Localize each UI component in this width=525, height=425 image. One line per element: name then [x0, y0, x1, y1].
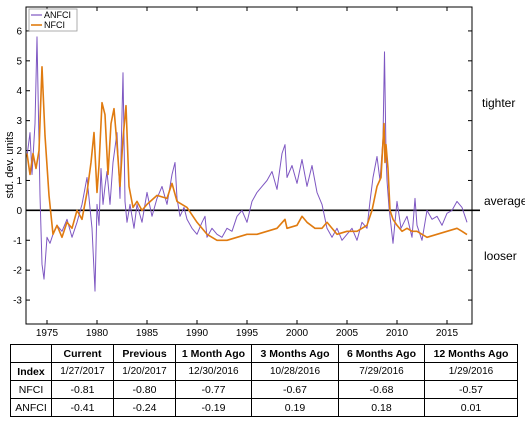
x-tick-label: 1990 [186, 328, 209, 339]
y-tick-label: 0 [16, 206, 22, 217]
x-axis: 1975 1980 1985 1990 1995 2000 2005 2010 2015 [36, 7, 459, 339]
table-header-previous: Previous [113, 344, 176, 363]
table-header-current: Current [51, 344, 114, 363]
x-tick-label: 2010 [386, 328, 409, 339]
table-cell: -0.80 [113, 380, 176, 399]
table-cell: -0.68 [338, 380, 425, 399]
x-tick-label: 2015 [436, 328, 459, 339]
table-row-anfci: ANFCI -0.41 -0.24 -0.19 0.19 0.18 0.01 [10, 398, 518, 417]
table-header-blank [10, 344, 52, 363]
table-header-12-months: 12 Months Ago [424, 344, 518, 363]
y-tick-label: 3 [16, 116, 22, 127]
y-axis: -3 -2 -1 0 1 2 3 4 5 6 [13, 26, 472, 307]
table-cell: -0.77 [175, 380, 252, 399]
average-label: average [484, 194, 525, 208]
y-tick-label: 4 [16, 86, 22, 97]
table-cell: 1/27/2017 [51, 362, 114, 381]
table-row-index: Index 1/27/2017 1/20/2017 12/30/2016 10/… [10, 362, 518, 381]
legend-label-nfci: NFCI [44, 20, 65, 30]
table-cell: 1/29/2016 [424, 362, 518, 381]
plot-area [25, 6, 473, 325]
series-line-anfci [26, 36, 468, 292]
series-layer [26, 36, 468, 292]
table-cell: 12/30/2016 [175, 362, 252, 381]
y-tick-label: 5 [16, 56, 22, 67]
tighter-label: tighter [482, 96, 516, 110]
row-label-nfci: NFCI [10, 380, 52, 399]
looser-label: looser [484, 249, 517, 263]
table-cell: 1/20/2017 [113, 362, 176, 381]
y-tick-label: -2 [13, 266, 22, 277]
table-cell: -0.24 [113, 398, 176, 417]
y-tick-label: 6 [16, 26, 22, 37]
series-line-nfci [26, 66, 468, 242]
table-header-1-month: 1 Month Ago [175, 344, 252, 363]
x-tick-label: 1995 [236, 328, 259, 339]
table-cell: -0.81 [51, 380, 114, 399]
table-row-nfci: NFCI -0.81 -0.80 -0.77 -0.67 -0.68 -0.57 [10, 380, 518, 399]
x-tick-label: 2005 [336, 328, 359, 339]
index-chart: -3 -2 -1 0 1 2 3 4 5 6 1975 1980 1985 1990 1995 2000 20… [4, 6, 480, 339]
y-tick-label: -3 [13, 296, 22, 307]
y-tick-label: 2 [16, 146, 22, 157]
table-cell: 7/29/2016 [338, 362, 425, 381]
table-cell: 0.01 [424, 398, 518, 417]
legend: ANFCI NFCI [28, 8, 78, 32]
row-label-index: Index [10, 362, 52, 381]
x-tick-label: 1975 [36, 328, 59, 339]
table-header-6-months: 6 Months Ago [338, 344, 425, 363]
x-tick-label: 2000 [286, 328, 309, 339]
y-tick-label: 1 [16, 176, 22, 187]
x-tick-label: 1980 [86, 328, 109, 339]
y-axis-label: std. dev. units [4, 131, 16, 199]
row-label-anfci: ANFCI [10, 398, 52, 417]
table-cell: 0.19 [251, 398, 339, 417]
table-cell: -0.19 [175, 398, 252, 417]
y-tick-label: -1 [13, 236, 22, 247]
table-header-3-months: 3 Months Ago [251, 344, 339, 363]
table-cell: 0.18 [338, 398, 425, 417]
x-tick-label: 1985 [136, 328, 159, 339]
legend-label-anfci: ANFCI [44, 10, 71, 20]
table-cell: -0.41 [51, 398, 114, 417]
summary-table: Current Previous 1 Month Ago 3 Months Ag… [10, 344, 518, 417]
table-header-row: Current Previous 1 Month Ago 3 Months Ag… [10, 344, 518, 363]
table-cell: -0.57 [424, 380, 518, 399]
table-cell: 10/28/2016 [251, 362, 339, 381]
table-cell: -0.67 [251, 380, 339, 399]
